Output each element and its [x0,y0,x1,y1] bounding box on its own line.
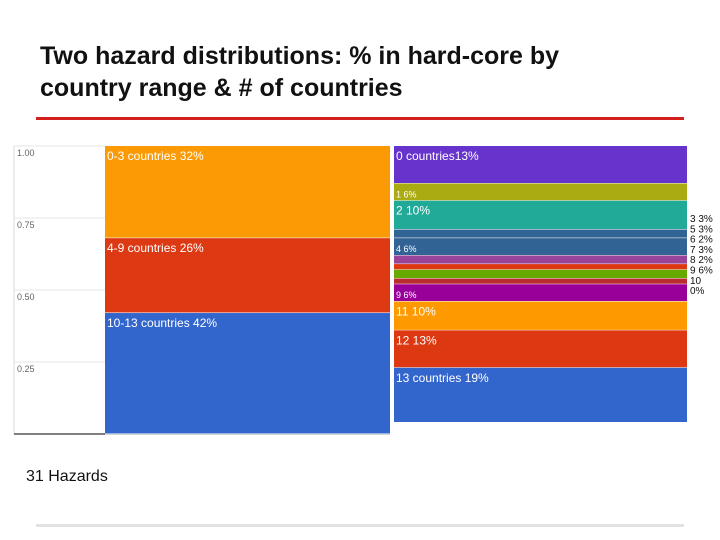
side-label: 3 3% [690,214,713,225]
side-label: 10 [690,276,702,287]
segment-labels: 0-3 countries 32% 4-9 countries 26% 10-13 … [107,149,489,385]
side-labels: 3 3%5 3%6 2%7 3%8 2%9 6%100% [690,214,713,297]
bar-segment [394,229,687,239]
y-axis-tick-labels: 1.00 0.75 0.50 0.25 [17,148,35,374]
segment-label: 0-3 countries 32% [107,149,204,163]
bar-segment [394,255,687,265]
chart-title: Two hazard distributions: % in hard-core… [40,42,560,102]
bar-segment [394,301,687,331]
bar-segment [394,269,687,279]
bottom-divider [36,524,684,527]
bar-segment [394,264,687,270]
bar-segment [394,200,687,230]
bar-segment [394,183,687,201]
bar-segment [394,238,687,256]
title-underline [36,117,684,120]
segment-label: 4 6% [396,244,417,254]
segment-label: 11 10% [396,305,436,319]
bar-segment [394,284,687,302]
bar-segment [105,238,390,314]
side-label: 6 2% [690,235,713,246]
side-label: 8 2% [690,255,713,266]
hazard-count-note: 31 Hazards [26,468,108,485]
bar-segment [105,313,390,434]
bar-segment [105,146,390,239]
segment-label: 9 6% [396,290,417,300]
segment-label: 4-9 countries 26% [107,241,204,255]
segment-label: 12 13% [396,333,437,347]
segment-label: 2 10% [396,204,430,218]
bar-segment [394,146,687,184]
side-label: 9 6% [690,266,713,277]
segment-label: 0 countries13% [396,149,479,163]
segment-label: 1 6% [396,189,417,199]
bar-segment [394,367,687,423]
stacked-bars [105,146,687,435]
bar-segment [394,330,687,368]
side-label: 0% [690,286,705,297]
segment-label: 13 countries 19% [396,371,489,385]
y-tick-label: 1.00 [17,148,35,158]
segment-label: 10-13 countries 42% [107,316,217,330]
y-tick-label: 0.25 [17,364,35,374]
y-tick-label: 0.75 [17,220,35,230]
side-label: 5 3% [690,224,713,235]
y-tick-label: 0.50 [17,292,35,302]
bar-segment [394,278,687,285]
side-label: 7 3% [690,245,713,256]
